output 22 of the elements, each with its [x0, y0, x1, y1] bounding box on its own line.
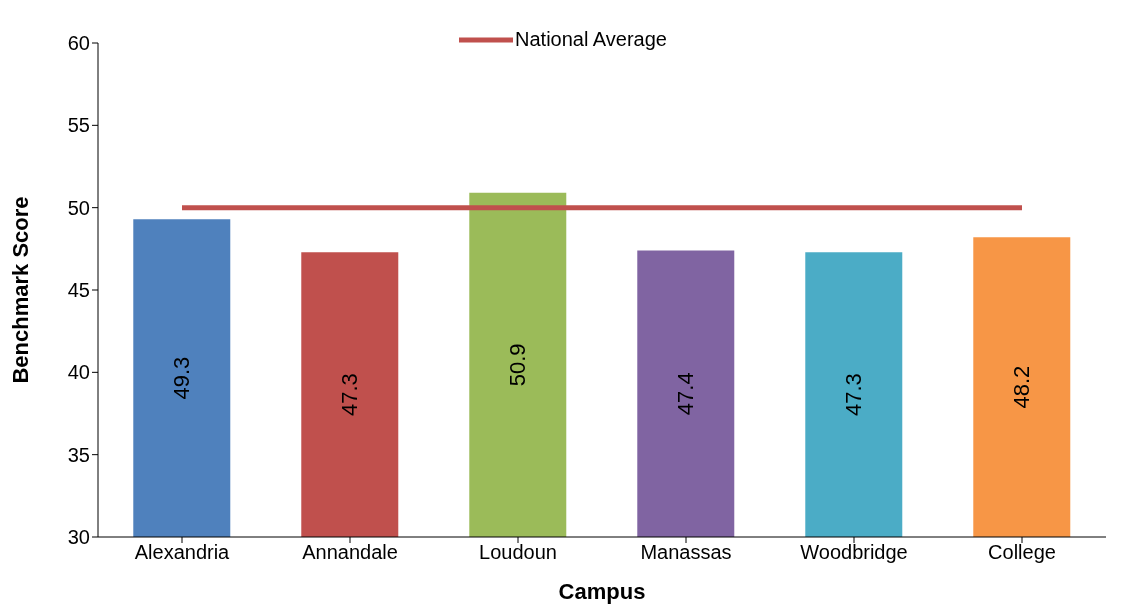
data-label: 47.3: [337, 373, 363, 416]
x-tick-label: Woodbridge: [800, 541, 908, 564]
data-label: 47.3: [841, 373, 867, 416]
y-axis-title: Benchmark Score: [7, 196, 33, 384]
y-tick-label: 45: [67, 279, 90, 302]
data-label: 50.9: [505, 343, 531, 387]
x-tick-label: College: [988, 541, 1056, 564]
y-tick-label: 35: [67, 443, 90, 466]
x-tick-label: Alexandria: [134, 541, 231, 564]
y-tick-label: 50: [67, 196, 90, 219]
x-tick-label: Annandale: [302, 541, 398, 564]
data-label: 49.3: [169, 356, 195, 400]
x-tick-label: Loudoun: [479, 541, 557, 564]
y-tick-label: 30: [67, 526, 90, 549]
y-tick-label: 60: [67, 32, 90, 55]
data-label: 48.2: [1009, 365, 1035, 409]
x-axis-title: Campus: [558, 579, 646, 604]
y-tick-label: 40: [67, 361, 90, 384]
legend-label: National Average: [515, 28, 667, 51]
data-label: 47.4: [673, 372, 699, 416]
y-tick-label: 55: [67, 114, 90, 137]
x-tick-label: Manassas: [640, 541, 732, 564]
